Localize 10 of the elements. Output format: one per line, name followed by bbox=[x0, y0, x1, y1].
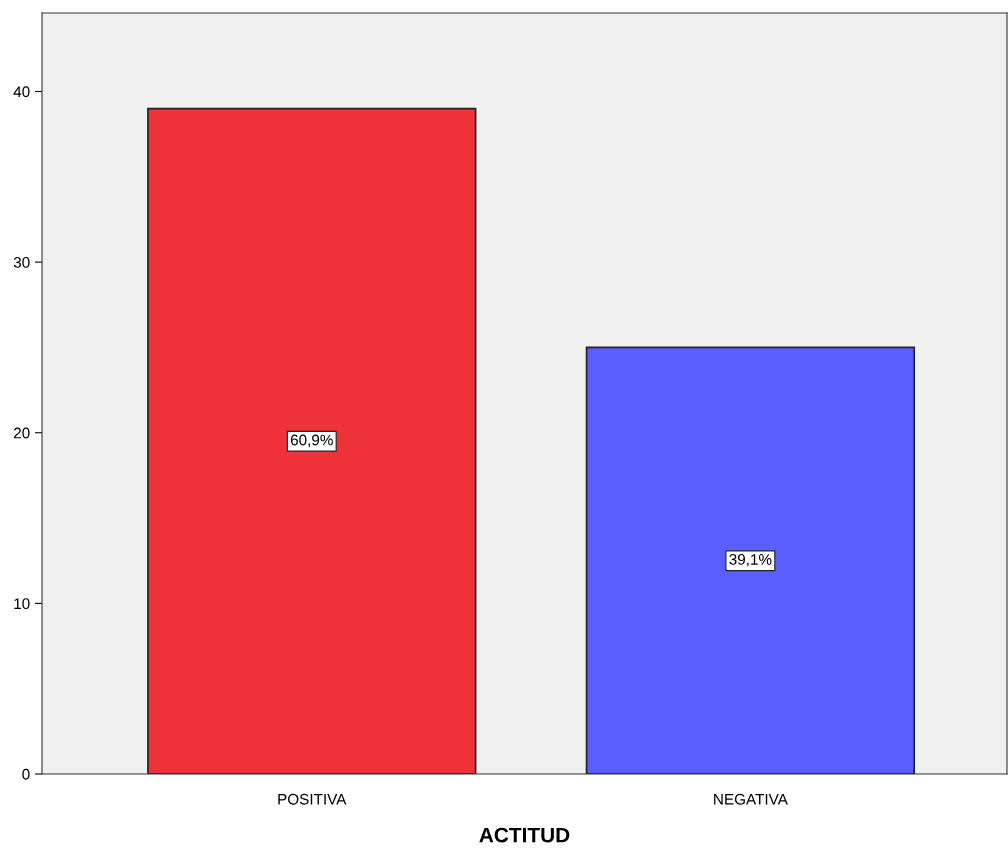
annotation: 39,1% bbox=[729, 554, 772, 567]
x-tick-label: POSITIVA bbox=[278, 793, 347, 805]
y-tick-label: 20 bbox=[13, 427, 30, 439]
x-tick-label: NEGATIVA bbox=[714, 793, 788, 805]
x-axis-title: ACTITUD bbox=[479, 827, 570, 843]
annotation: 60,9% bbox=[290, 434, 333, 448]
y-tick-label: 10 bbox=[14, 598, 30, 610]
y-tick-label: 0 bbox=[22, 768, 30, 780]
y-tick-label: 40 bbox=[13, 86, 30, 98]
y-tick-label: 30 bbox=[13, 256, 30, 268]
